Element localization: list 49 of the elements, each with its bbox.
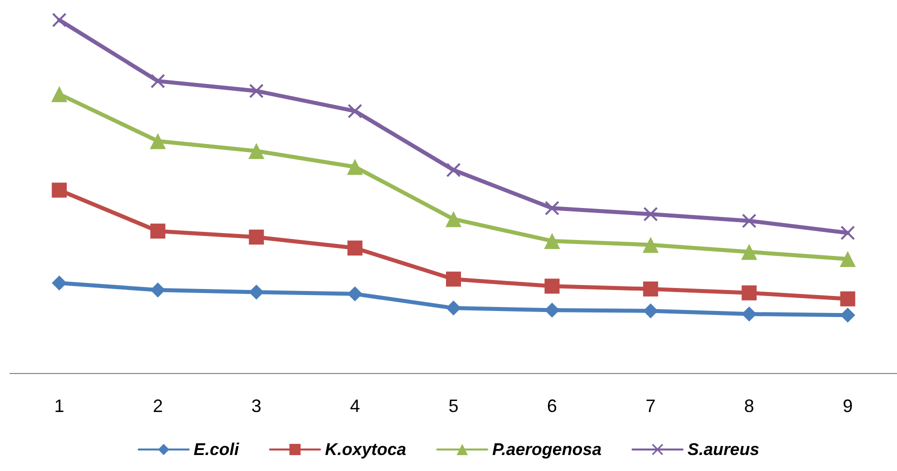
legend-label: P.aerogenosa — [492, 440, 602, 459]
point — [741, 244, 758, 260]
x-tick-label: 9 — [842, 396, 853, 416]
point — [248, 284, 264, 300]
point — [642, 236, 659, 253]
point — [742, 285, 757, 300]
point — [544, 232, 560, 249]
point — [643, 281, 658, 296]
x-tick-label: 7 — [646, 396, 656, 416]
point — [52, 275, 67, 290]
point — [150, 224, 166, 239]
point — [446, 300, 461, 316]
point — [249, 84, 264, 98]
point — [348, 104, 362, 118]
point — [446, 163, 460, 178]
point — [840, 308, 856, 323]
legend-label: K.oxytoca — [324, 440, 406, 459]
point — [248, 230, 264, 245]
point — [446, 211, 462, 228]
point — [150, 74, 165, 88]
x-tick-label: 5 — [448, 396, 459, 416]
point — [742, 306, 757, 322]
x-tick-label: 2 — [152, 396, 163, 416]
legend-label: E.coli — [194, 440, 240, 459]
point — [347, 286, 362, 302]
x-tick-label: 3 — [251, 396, 262, 416]
point — [643, 303, 658, 318]
point — [52, 13, 66, 27]
x-tick-label: 8 — [744, 396, 754, 416]
point — [840, 250, 856, 267]
point — [52, 182, 67, 198]
point — [840, 226, 855, 240]
point — [544, 302, 560, 318]
point — [248, 142, 264, 159]
point — [544, 278, 560, 294]
point — [840, 291, 856, 306]
point — [346, 158, 363, 175]
point — [742, 214, 756, 228]
point — [545, 201, 560, 216]
point — [150, 282, 166, 298]
x-tick-label: 4 — [350, 396, 360, 416]
point — [446, 272, 461, 287]
x-tick-label: 1 — [54, 396, 64, 416]
legend-label: S.aureus — [688, 440, 760, 459]
point — [644, 207, 658, 222]
x-tick-label: 6 — [547, 396, 558, 416]
point — [51, 86, 68, 102]
point — [150, 133, 166, 150]
point — [347, 240, 362, 256]
